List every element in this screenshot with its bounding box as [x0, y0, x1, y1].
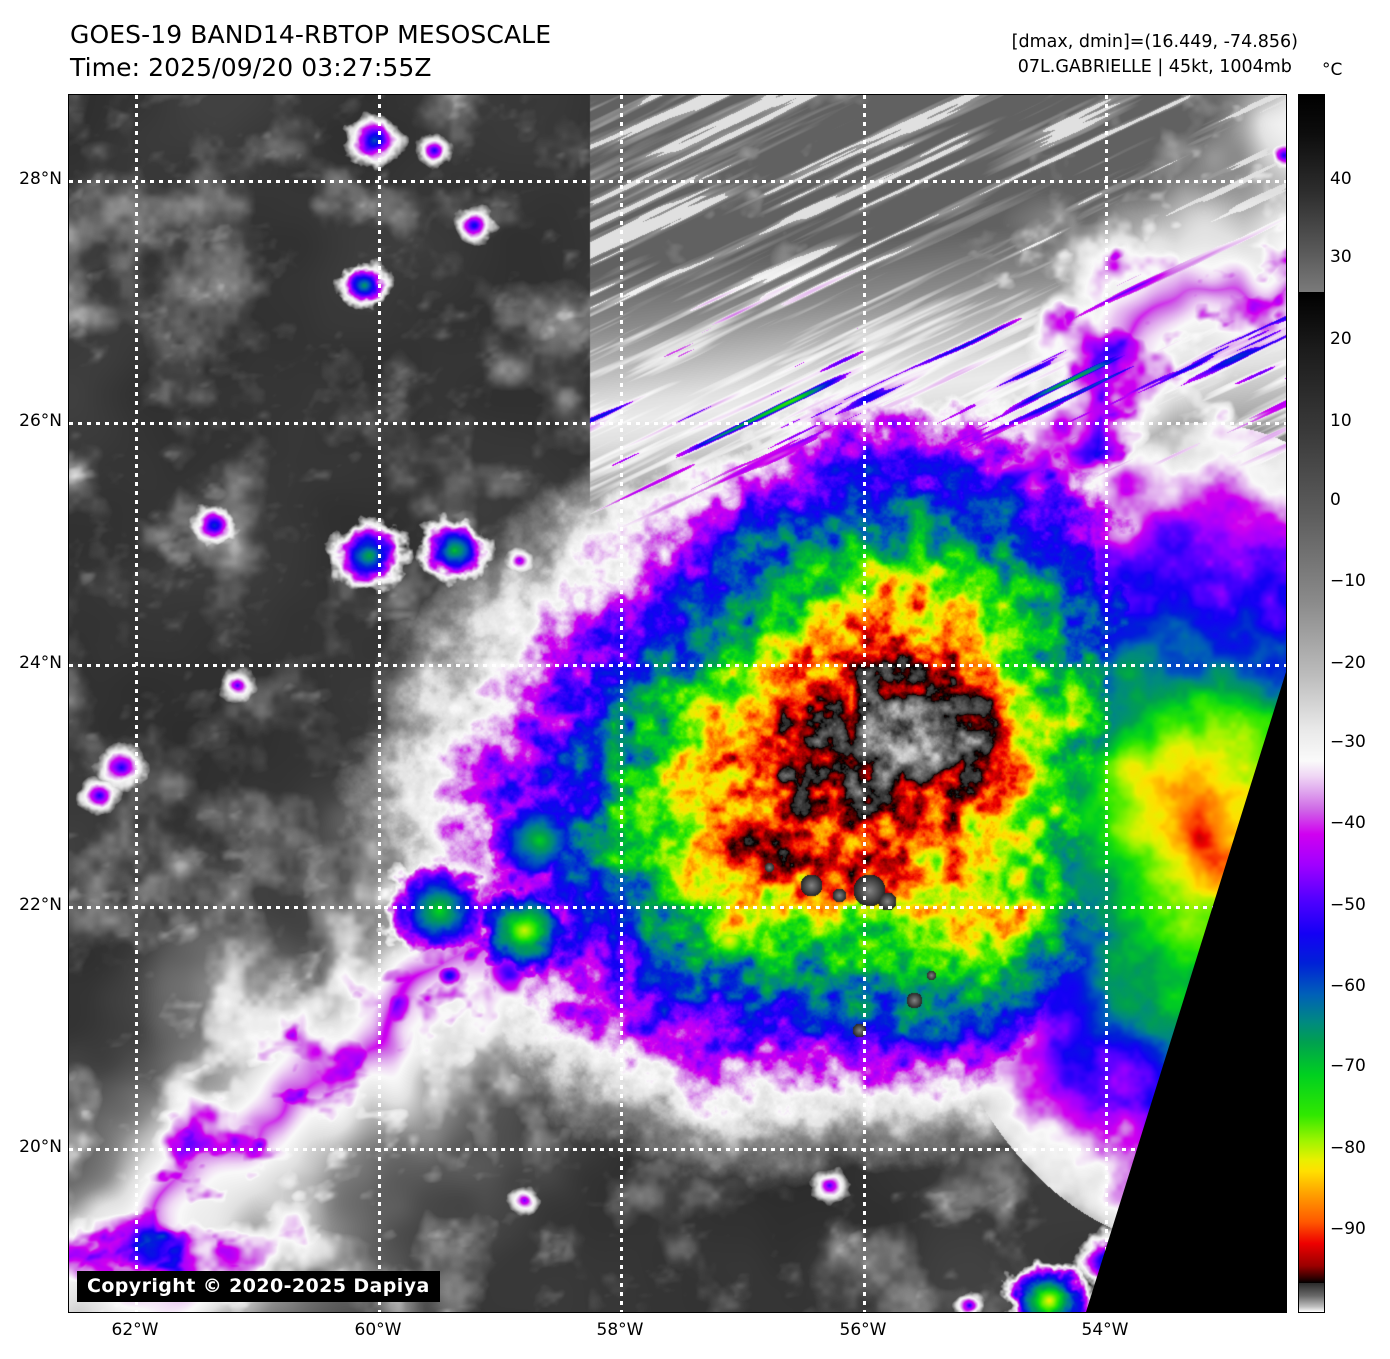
colorbar-tick-0: 0: [1330, 490, 1341, 510]
colorbar-tick-neg10: −10: [1330, 571, 1366, 591]
satellite-imagery-canvas: [69, 95, 1286, 1312]
colorbar-segment-orange: [1299, 1170, 1324, 1222]
lat-label-24: 24°N: [19, 653, 62, 673]
colorbar-segment-warm-gray: [1299, 95, 1324, 293]
colorbar[interactable]: [1298, 94, 1325, 1313]
lat-label-26: 26°N: [19, 411, 62, 431]
lon-label-62: 62°W: [111, 1320, 159, 1340]
satellite-map[interactable]: Copyright © 2020-2025 Dapiya: [68, 94, 1287, 1313]
colorbar-segment-teal: [1299, 962, 1324, 1042]
lat-label-28: 28°N: [19, 169, 62, 189]
colorbar-segment-yellow: [1299, 1114, 1324, 1171]
colorbar-tick-neg60: −60: [1330, 976, 1366, 996]
colorbar-unit-label: °C: [1322, 60, 1343, 80]
data-minmax-label: [dmax, dmin]=(16.449, -74.856): [1011, 32, 1298, 52]
colorbar-tick-10: 10: [1330, 411, 1352, 431]
colorbar-segment-red: [1299, 1221, 1324, 1283]
colorbar-tick-neg90: −90: [1330, 1219, 1366, 1239]
colorbar-tick-neg50: −50: [1330, 895, 1366, 915]
lat-label-22: 22°N: [19, 895, 62, 915]
colorbar-tick-neg20: −20: [1330, 653, 1366, 673]
colorbar-tick-neg40: −40: [1330, 813, 1366, 833]
page-title: GOES-19 BAND14-RBTOP MESOSCALE: [70, 20, 552, 49]
colorbar-segment-green: [1299, 1041, 1324, 1115]
storm-info-label: 07L.GABRIELLE | 45kt, 1004mb: [1017, 57, 1292, 77]
lon-label-56: 56°W: [839, 1320, 887, 1340]
title-block: GOES-19 BAND14-RBTOP MESOSCALE Time: 202…: [70, 18, 551, 84]
colorbar-segment-pink: [1299, 760, 1324, 810]
lon-label-54: 54°W: [1081, 1320, 1129, 1340]
colorbar-tick-neg30: −30: [1330, 732, 1366, 752]
colorbar-tick-30: 30: [1330, 247, 1352, 267]
copyright-notice: Copyright © 2020-2025 Dapiya: [77, 1271, 440, 1302]
colorbar-segment-blue: [1299, 865, 1324, 963]
lat-label-20: 20°N: [19, 1137, 62, 1157]
lon-label-58: 58°W: [596, 1320, 644, 1340]
colorbar-segment-main-gray: [1299, 292, 1324, 761]
colorbar-tick-neg80: −80: [1330, 1138, 1366, 1158]
metadata-block: [dmax, dmin]=(16.449, -74.856) 07L.GABRI…: [1012, 30, 1298, 80]
colorbar-segment-cold-gray: [1299, 1282, 1324, 1312]
colorbar-tick-40: 40: [1330, 169, 1352, 189]
timestamp: Time: 2025/09/20 03:27:55Z: [70, 53, 432, 82]
colorbar-tick-20: 20: [1330, 329, 1352, 349]
colorbar-tick-neg70: −70: [1330, 1056, 1366, 1076]
lon-label-60: 60°W: [354, 1320, 402, 1340]
colorbar-segment-magenta: [1299, 809, 1324, 866]
